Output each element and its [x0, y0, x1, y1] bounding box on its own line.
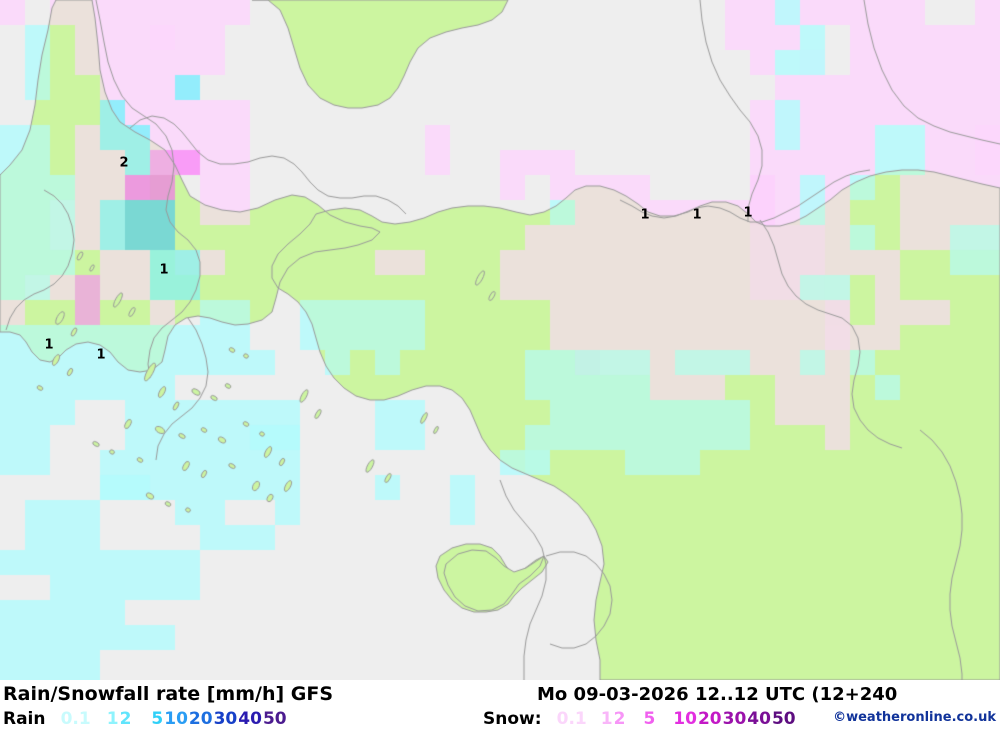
map-canvas[interactable] — [0, 0, 1000, 680]
rain-scale-stop-0.1: 0.1 — [60, 709, 91, 729]
rain-scale-stop-2: 2 — [119, 709, 132, 729]
rain-scale-label: Rain — [3, 709, 46, 729]
copyright-notice: ©weatheronline.co.uk — [833, 710, 996, 725]
snow-scale-label: Snow: — [483, 709, 542, 729]
model-run-timestamp: Mo 09-03-2026 12..12 UTC (12+240 — [537, 684, 898, 705]
color-scale-row: Rain 0.1 12 51020304050 Snow: 0.1 12 5 102030… — [0, 707, 1000, 733]
rain-color-scale: Rain 0.1 12 51020304050 — [3, 707, 287, 733]
footer-title-row: Rain/Snowfall rate [mm/h] GFS Mo 09-03-2… — [0, 680, 1000, 707]
map-footer: Rain/Snowfall rate [mm/h] GFS Mo 09-03-2… — [0, 680, 1000, 733]
snow-scale-stop-1: 1 — [600, 709, 613, 729]
rain-scale-stop-50: 50 — [262, 709, 287, 729]
snow-scale-stop-5: 5 — [643, 709, 656, 729]
snow-scale-stop-40: 40 — [747, 709, 771, 729]
snow-scale-stop-0.1: 0.1 — [556, 709, 587, 729]
rain-scale-stop-30: 30 — [213, 709, 238, 729]
rain-scale-stop-1: 1 — [106, 709, 119, 729]
snow-scale-stop-50: 50 — [771, 709, 796, 729]
chart-title: Rain/Snowfall rate [mm/h] GFS — [3, 683, 334, 705]
snow-scale-stop-30: 30 — [722, 709, 747, 729]
snow-scale-stop-20: 20 — [697, 709, 722, 729]
rain-scale-stop-5: 5 — [151, 709, 164, 729]
rain-scale-stop-20: 20 — [188, 709, 213, 729]
snow-scale-stop-2: 2 — [613, 709, 626, 729]
rain-scale-stop-10: 10 — [164, 709, 188, 729]
snow-scale-stop-10: 10 — [673, 709, 697, 729]
rain-scale-stop-40: 40 — [238, 709, 262, 729]
snow-color-scale: Snow: 0.1 12 5 1020304050 — [483, 707, 796, 733]
